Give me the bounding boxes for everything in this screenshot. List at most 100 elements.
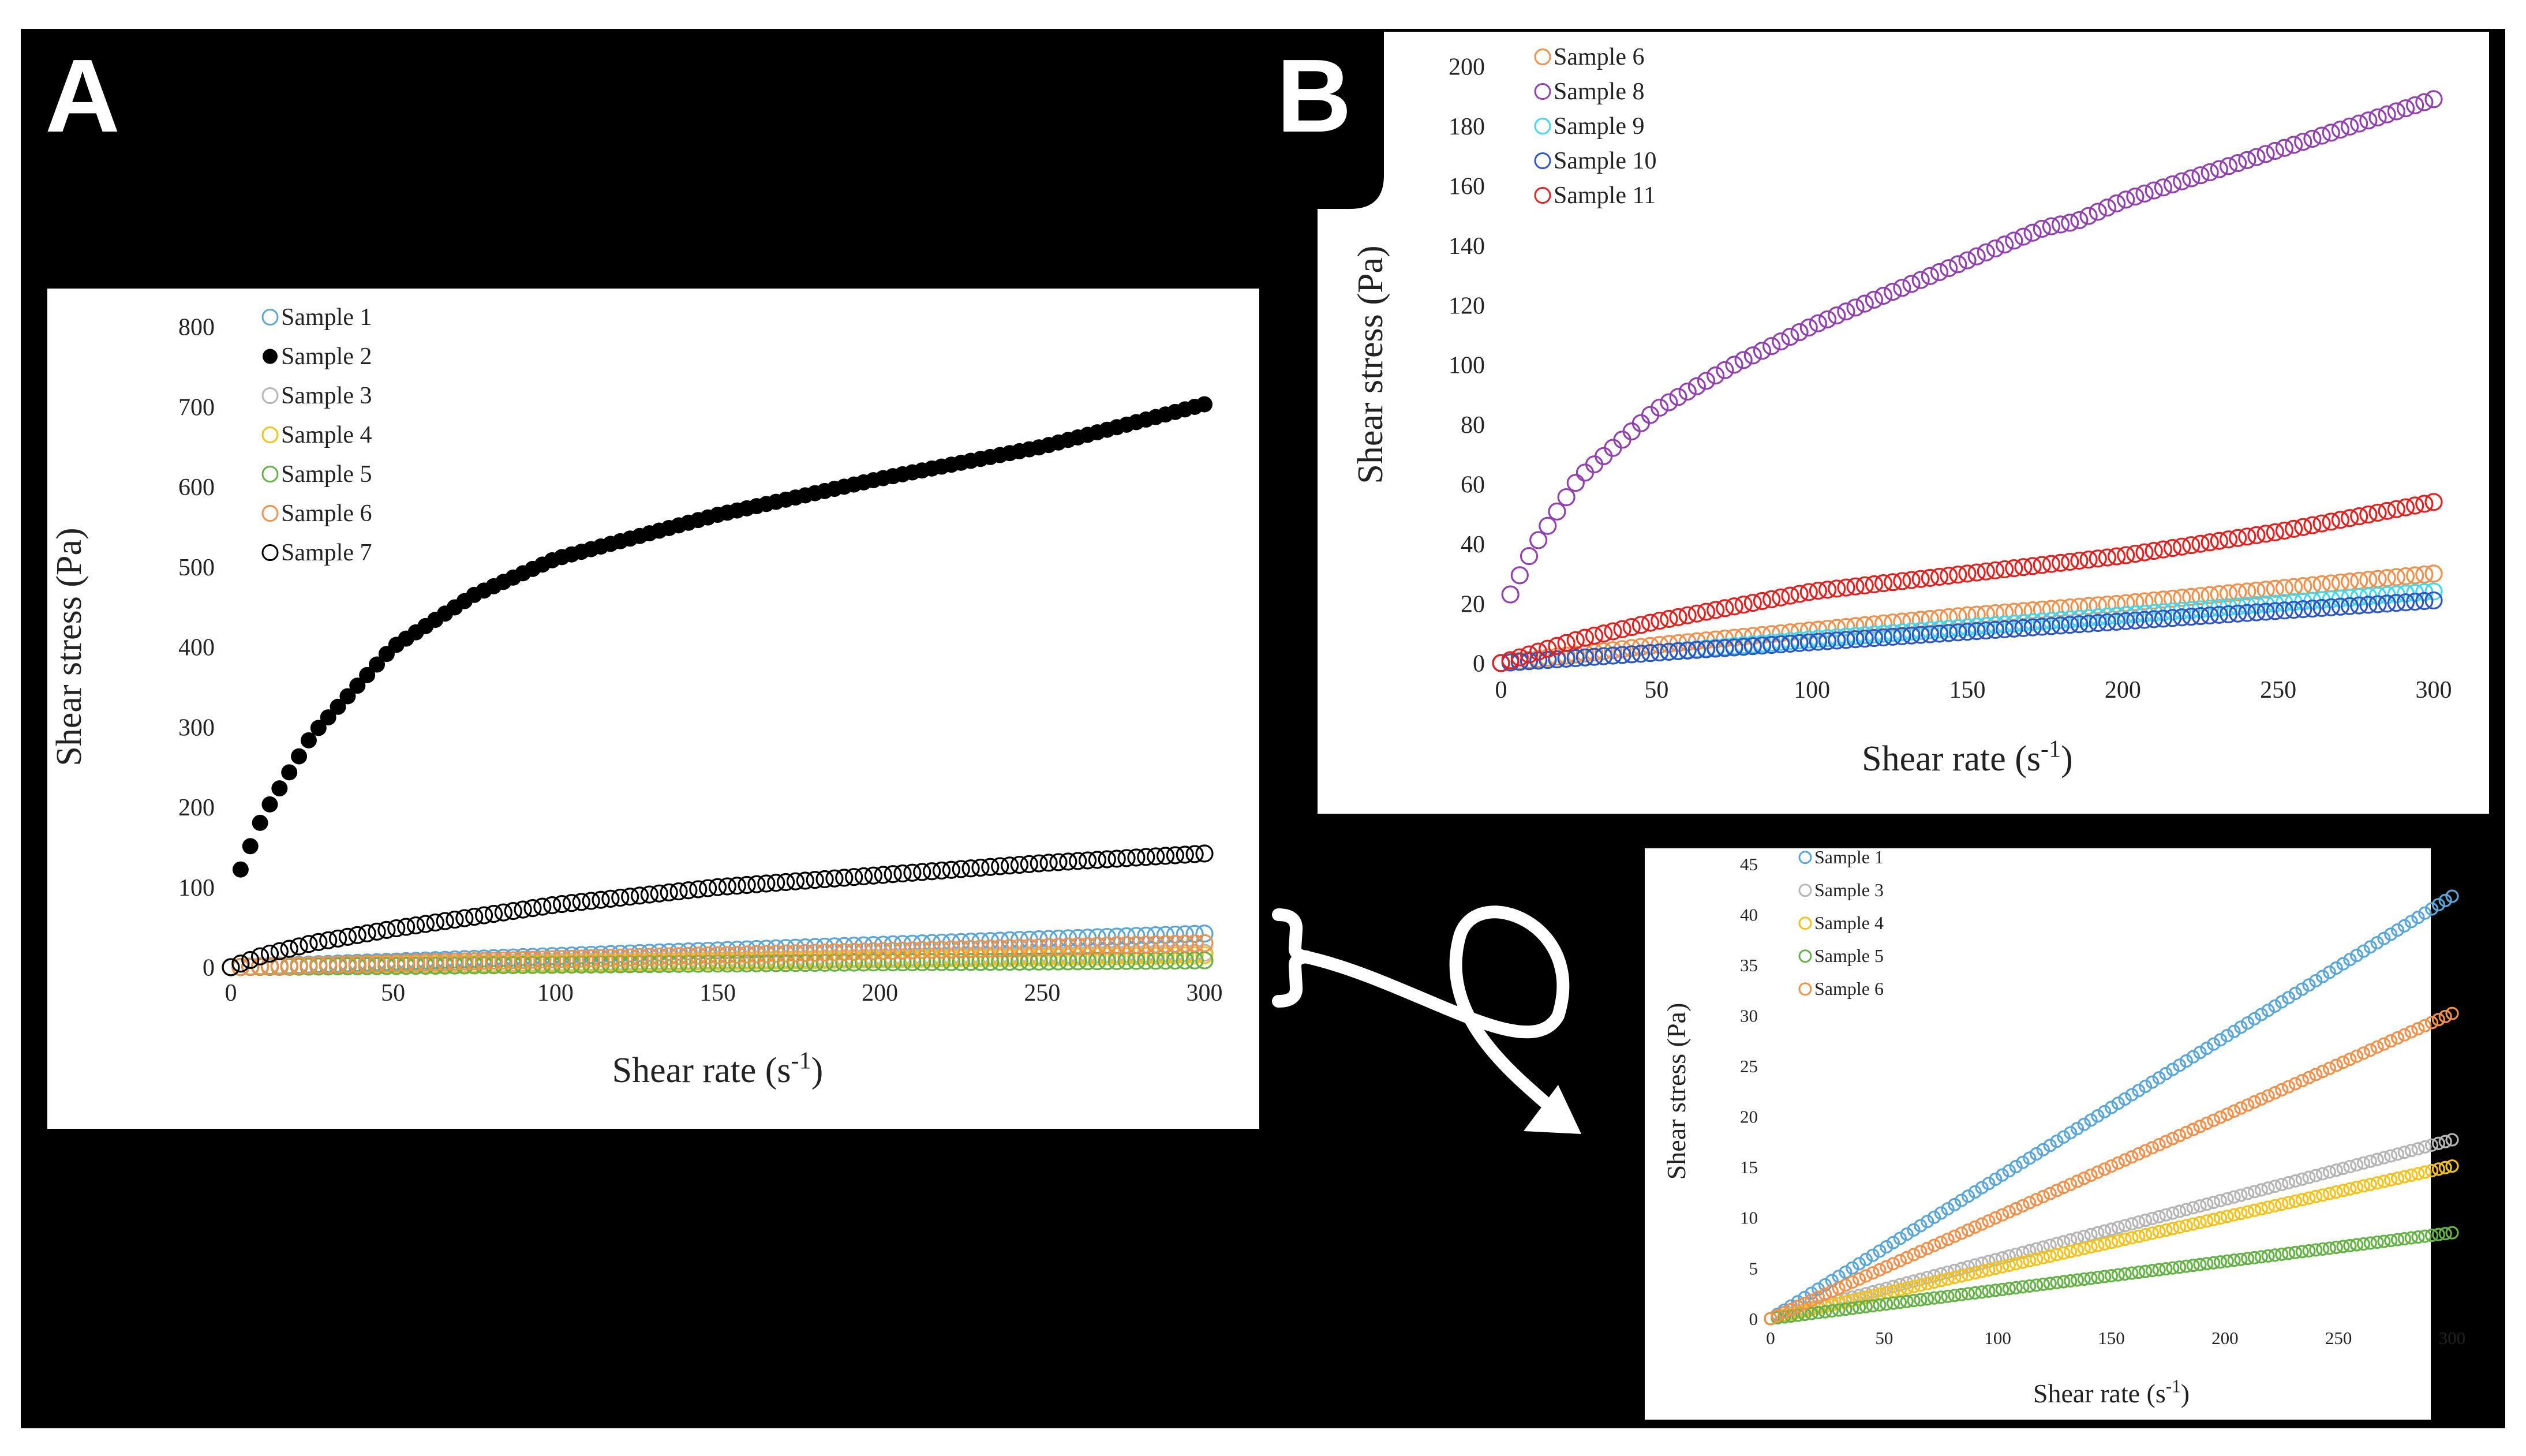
data-point [1873, 1244, 1887, 1258]
data-point [2057, 1246, 2071, 1260]
data-point [2303, 599, 2322, 618]
data-point [465, 907, 484, 926]
data-point [2191, 534, 2210, 553]
data-point [903, 934, 922, 953]
data-point [757, 954, 776, 972]
data-point [2241, 1098, 2255, 1112]
data-point [2316, 1242, 2330, 1256]
data-point [1911, 611, 1930, 629]
data-point [406, 916, 425, 935]
data-point [2302, 978, 2316, 992]
data-point [328, 929, 347, 948]
data-point [2070, 615, 2089, 634]
data-point [2036, 1251, 2050, 1264]
data-point [2104, 1268, 2119, 1283]
data-point [2089, 549, 2107, 568]
data-point [494, 956, 512, 975]
data-point [1940, 624, 1958, 642]
data-point [630, 886, 649, 905]
data-point [2254, 1250, 2268, 1264]
data-point [2182, 169, 2201, 188]
data-point [2234, 1101, 2248, 1115]
data-point [1846, 1261, 1859, 1275]
data-point [2281, 1196, 2296, 1210]
y-tick-label: 140 [1449, 233, 1485, 260]
data-point [2363, 940, 2377, 954]
data-point [1921, 1277, 1934, 1290]
data-point [2331, 511, 2349, 529]
data-point [1995, 1208, 2009, 1222]
data-point [2295, 1193, 2309, 1207]
data-point [2210, 532, 2228, 550]
data-point [1660, 609, 1678, 628]
data-point [2431, 1136, 2445, 1150]
data-point [1660, 642, 1678, 661]
data-point [2256, 581, 2275, 599]
data-point [2227, 1104, 2241, 1118]
loop-arrow-shape [1299, 905, 1570, 1120]
data-point [1753, 342, 1772, 360]
data-point [2261, 1200, 2275, 1214]
data-point [2378, 105, 2396, 123]
data-point [1030, 938, 1048, 957]
data-point [2193, 1120, 2207, 1133]
data-point [1020, 948, 1038, 967]
data-point [2002, 1164, 2016, 1178]
legend-label: Sample 5 [281, 461, 372, 488]
data-point [2356, 1156, 2371, 1170]
data-point [2089, 613, 2107, 632]
data-point [2387, 568, 2405, 586]
data-point [1678, 641, 1697, 660]
data-point [1914, 1293, 1928, 1307]
x-tick-label: 50 [1875, 1328, 1893, 1348]
data-point [1049, 853, 1068, 871]
data-point [2404, 1231, 2418, 1245]
data-point [1195, 844, 1214, 863]
data-point [2070, 1243, 2085, 1257]
data-point [1185, 924, 1204, 943]
data-point [2329, 1240, 2343, 1255]
data-point [874, 935, 892, 954]
data-point [2070, 551, 2089, 570]
data-point [815, 953, 834, 972]
chart-inset: 0 50 100 150 200 250 300 0 5 10 15 20 25 30 35 40 45 Shea… [1645, 847, 2465, 1420]
data-point [1576, 628, 1595, 647]
data-point [241, 957, 260, 976]
data-point [2193, 1199, 2207, 1213]
data-point [2275, 601, 2294, 620]
data-point [1743, 346, 1762, 365]
data-point [2415, 495, 2434, 513]
legend-marker [1534, 83, 1551, 100]
x-axis-title: Shear rate (s-1) [2033, 1376, 2190, 1408]
data-point [2023, 1196, 2037, 1210]
series-sample-2 [232, 396, 1213, 878]
data-point [1166, 925, 1184, 944]
data-point [1852, 1257, 1866, 1271]
data-point [2411, 911, 2425, 924]
data-point [2107, 547, 2126, 566]
data-point [2005, 619, 2023, 638]
data-point [2179, 1219, 2194, 1233]
x-tick-label: 0 [225, 980, 237, 1006]
data-point [280, 940, 298, 958]
data-point [2227, 1208, 2241, 1222]
data-point [1902, 275, 1921, 293]
data-point [1865, 628, 1883, 647]
data-point [446, 910, 464, 929]
data-point [2057, 1130, 2071, 1144]
legend-marker [261, 466, 279, 483]
data-point [1995, 1168, 2009, 1182]
data-point [271, 780, 288, 797]
data-point [1968, 1286, 1982, 1300]
data-point [1837, 578, 1855, 597]
data-point [2418, 1165, 2432, 1179]
data-point [689, 946, 708, 965]
data-point [893, 864, 912, 883]
data-point [806, 944, 824, 962]
data-point [2370, 1176, 2384, 1190]
data-point [903, 953, 922, 971]
data-point [1566, 474, 1585, 492]
data-point [1195, 951, 1214, 970]
data-point [1996, 560, 2014, 579]
data-point [2061, 214, 2079, 232]
